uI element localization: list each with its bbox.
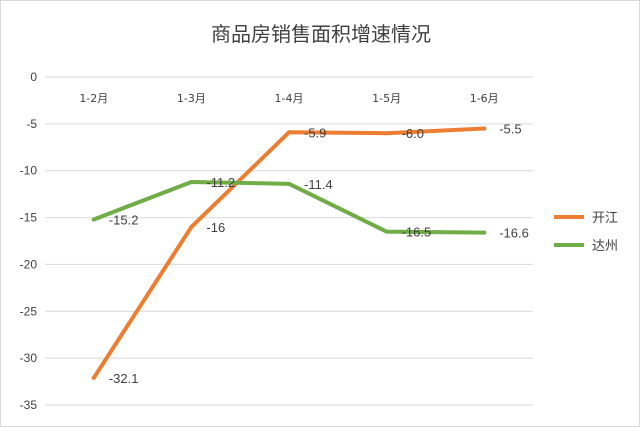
y-tick-label: -5 <box>26 117 37 131</box>
y-axis: 0 -5 -10 -15 -20 -25 -30 -35 <box>20 70 38 412</box>
x-tick-label: 1-3月 <box>177 92 206 105</box>
data-label: -11.2 <box>206 175 235 190</box>
data-label: -11.4 <box>304 177 333 192</box>
data-point <box>189 224 194 229</box>
data-point <box>189 179 194 184</box>
x-tick-label: 1-5月 <box>372 92 401 105</box>
y-tick-label: -35 <box>20 398 38 412</box>
data-point <box>384 229 389 234</box>
x-tick-label: 1-4月 <box>275 92 304 105</box>
data-label: -15.2 <box>109 212 139 227</box>
data-point <box>384 131 389 136</box>
x-tick-label: 1-2月 <box>79 92 108 105</box>
data-point <box>482 126 487 131</box>
data-label: -5.5 <box>499 122 521 137</box>
data-label: -6.0 <box>402 126 424 141</box>
data-label: -16.6 <box>499 226 529 241</box>
data-point <box>91 217 96 222</box>
data-label: -32.1 <box>109 371 139 386</box>
x-tick-label: 1-6月 <box>470 92 499 105</box>
y-tick-label: -20 <box>20 257 38 271</box>
data-label: -5.9 <box>304 125 326 140</box>
data-label: -16 <box>206 220 225 235</box>
data-labels: -32.1 -16 -5.9 -6.0 -5.5 -15.2 -11.2 -11.4 -16.5… <box>109 122 529 386</box>
y-tick-label: 0 <box>30 70 37 84</box>
y-tick-label: -25 <box>20 304 38 318</box>
data-point <box>91 375 96 380</box>
data-point <box>287 181 291 186</box>
x-axis: 1-2月 1-3月 1-4月 1-5月 1-6月 <box>79 92 498 105</box>
legend-label: 达州 <box>592 239 618 254</box>
data-point <box>482 230 487 235</box>
y-tick-label: -10 <box>20 164 38 178</box>
series-layer <box>91 126 487 380</box>
data-label: -16.5 <box>402 225 432 240</box>
y-tick-label: -30 <box>20 351 38 365</box>
grid-layer <box>45 76 533 406</box>
legend-label: 开江 <box>592 211 618 226</box>
data-point <box>287 130 291 135</box>
y-tick-label: -15 <box>20 211 38 225</box>
chart-title: 商品房销售面积增速情况 <box>211 22 431 46</box>
series-line-0 <box>91 126 487 380</box>
